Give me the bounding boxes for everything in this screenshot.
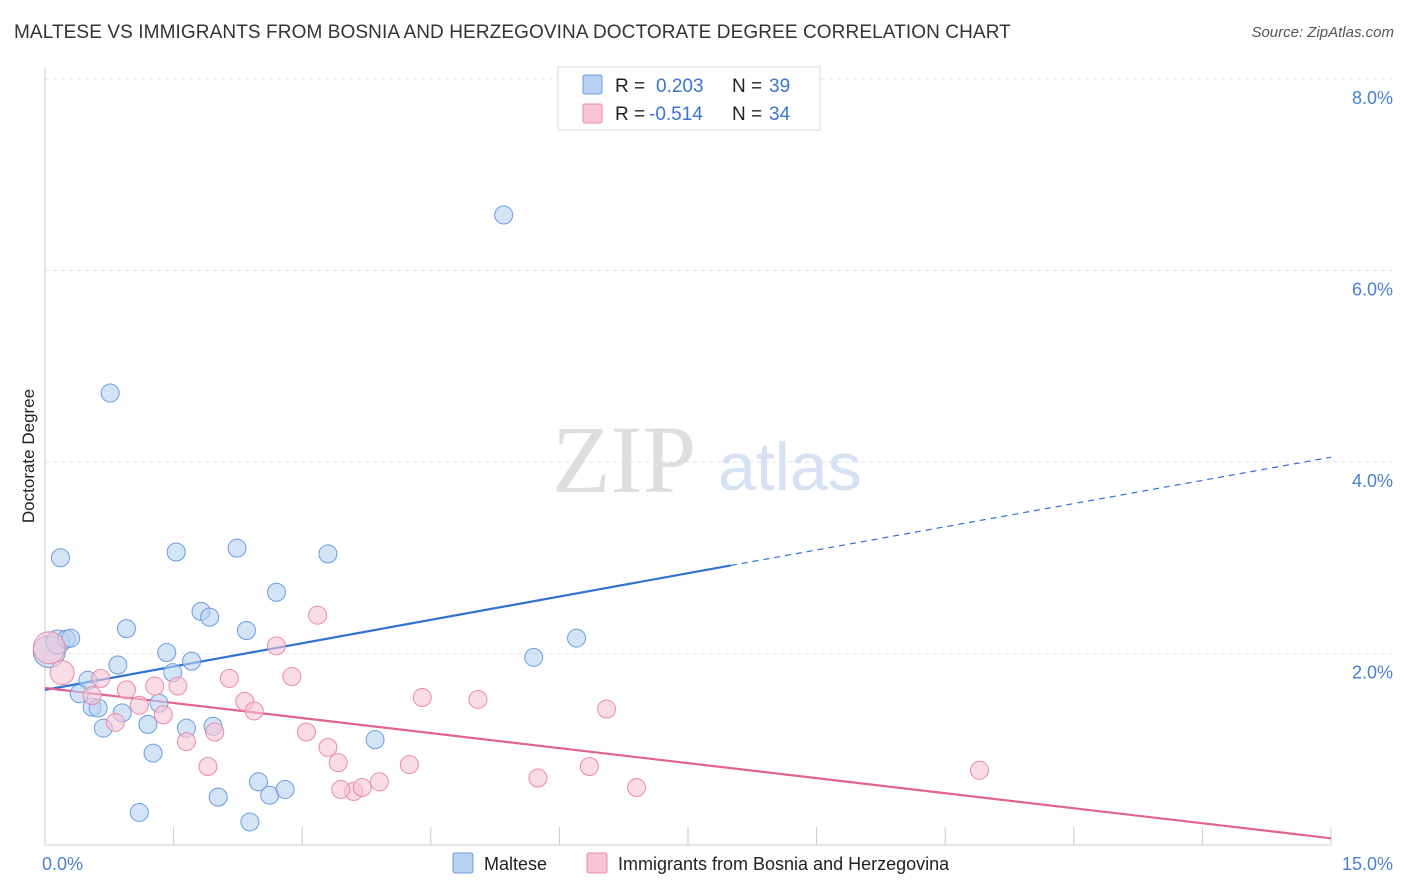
point-bosnia-24 — [369, 772, 389, 792]
trend-lines — [44, 456, 1332, 840]
x-tick-label-1: 15.0% — [1342, 854, 1393, 874]
point-bosnia-11 — [198, 756, 218, 776]
stats-legend-n-value-bosnia: 34 — [769, 104, 791, 125]
point-bosnia-26 — [412, 688, 432, 708]
x-tick-labels: 0.0% 15.0% — [42, 854, 1393, 874]
point-maltese-24 — [200, 607, 220, 627]
point-bosnia-6 — [129, 695, 149, 715]
point-bosnia-5 — [116, 680, 136, 700]
y-tick-label-2: 6.0% — [1352, 280, 1393, 300]
point-bosnia-8 — [153, 705, 173, 725]
point-maltese-16 — [143, 743, 163, 763]
point-bosnia-33 — [331, 779, 351, 799]
point-bosnia-7 — [145, 676, 165, 696]
series-legend-swatch-bosnia — [586, 852, 608, 874]
stats-legend-r-label-bosnia: R = — [615, 104, 645, 125]
point-bosnia-29 — [579, 756, 599, 776]
stats-legend-r-value-bosnia: -0.514 — [649, 104, 703, 125]
watermark-atlas: atlas — [718, 429, 862, 505]
point-bosnia-13 — [219, 668, 239, 688]
series-legend-label-bosnia: Immigrants from Bosnia and Herzegovina — [618, 854, 950, 874]
y-tick-label-1: 4.0% — [1352, 471, 1393, 491]
point-bosnia-21 — [328, 753, 348, 773]
point-bosnia-16 — [266, 636, 286, 656]
point-maltese-13 — [100, 383, 120, 403]
point-maltese-26 — [208, 787, 228, 807]
point-maltese-33 — [240, 812, 260, 832]
point-maltese-27 — [227, 538, 247, 558]
stats-legend: R = 0.203 N = 39 R = -0.514 N = 34 — [557, 66, 821, 131]
stats-legend-swatch-bosnia — [582, 103, 603, 124]
point-maltese-29 — [248, 772, 268, 792]
data-points — [32, 205, 989, 832]
point-bosnia-27 — [468, 689, 488, 709]
point-bosnia-0 — [32, 631, 66, 665]
point-maltese-38 — [567, 628, 587, 648]
y-tick-labels: 2.0% 4.0% 6.0% 8.0% — [1352, 88, 1393, 683]
point-maltese-4 — [50, 548, 70, 568]
y-axis-title: Doctorate Degree — [19, 389, 38, 523]
point-maltese-34 — [318, 544, 338, 564]
point-bosnia-23 — [352, 778, 372, 798]
point-bosnia-30 — [597, 699, 617, 719]
trend-line-bosnia — [44, 686, 1332, 840]
source-label: Source: ZipAtlas.com — [1251, 24, 1394, 41]
point-maltese-36 — [494, 205, 514, 225]
series-legend-swatch-maltese — [452, 852, 474, 874]
trend-line-maltese-projection — [730, 456, 1332, 567]
chart-title: MALTESE VS IMMIGRANTS FROM BOSNIA AND HE… — [14, 22, 1011, 43]
stats-legend-n-value-maltese: 39 — [769, 76, 790, 97]
stats-legend-r-value-maltese: 0.203 — [656, 76, 704, 97]
point-bosnia-17 — [282, 666, 302, 686]
point-maltese-32 — [275, 779, 295, 799]
trend-line-maltese — [44, 564, 732, 691]
point-maltese-10 — [108, 655, 128, 675]
axes — [44, 68, 1332, 846]
point-bosnia-25 — [399, 755, 419, 775]
point-bosnia-20 — [318, 737, 338, 757]
series-legend: Maltese Immigrants from Bosnia and Herze… — [452, 852, 950, 874]
stats-legend-n-label-maltese: N = — [732, 76, 762, 97]
stats-legend-r-label-maltese: R = — [615, 76, 645, 97]
point-maltese-18 — [157, 643, 177, 663]
point-bosnia-4 — [105, 712, 125, 732]
point-bosnia-12 — [205, 722, 225, 742]
grid-lines — [45, 78, 1392, 654]
stats-legend-n-label-bosnia: N = — [732, 104, 762, 125]
point-bosnia-2 — [82, 686, 102, 706]
point-bosnia-15 — [244, 701, 264, 721]
watermark: ZIP atlas — [552, 406, 862, 513]
point-bosnia-9 — [168, 676, 188, 696]
point-maltese-28 — [236, 621, 256, 641]
point-maltese-37 — [524, 647, 544, 667]
point-maltese-31 — [266, 582, 286, 602]
point-maltese-22 — [182, 651, 202, 671]
point-maltese-14 — [129, 802, 149, 822]
point-bosnia-3 — [91, 668, 111, 688]
point-bosnia-31 — [627, 778, 647, 798]
series-legend-label-maltese: Maltese — [484, 854, 547, 874]
x-tick-label-0: 0.0% — [42, 854, 83, 874]
y-tick-label-3: 8.0% — [1352, 88, 1393, 108]
y-tick-label-0: 2.0% — [1352, 663, 1393, 683]
point-maltese-15 — [138, 714, 158, 734]
point-maltese-20 — [166, 542, 186, 562]
point-bosnia-18 — [296, 722, 316, 742]
point-bosnia-32 — [969, 760, 989, 780]
point-maltese-12 — [116, 619, 136, 639]
watermark-zip: ZIP — [552, 406, 696, 513]
point-bosnia-28 — [528, 768, 548, 788]
point-bosnia-19 — [308, 605, 328, 625]
point-bosnia-10 — [176, 732, 196, 752]
point-bosnia-1 — [49, 660, 75, 686]
point-maltese-35 — [365, 730, 385, 750]
stats-legend-swatch-maltese — [582, 74, 603, 95]
